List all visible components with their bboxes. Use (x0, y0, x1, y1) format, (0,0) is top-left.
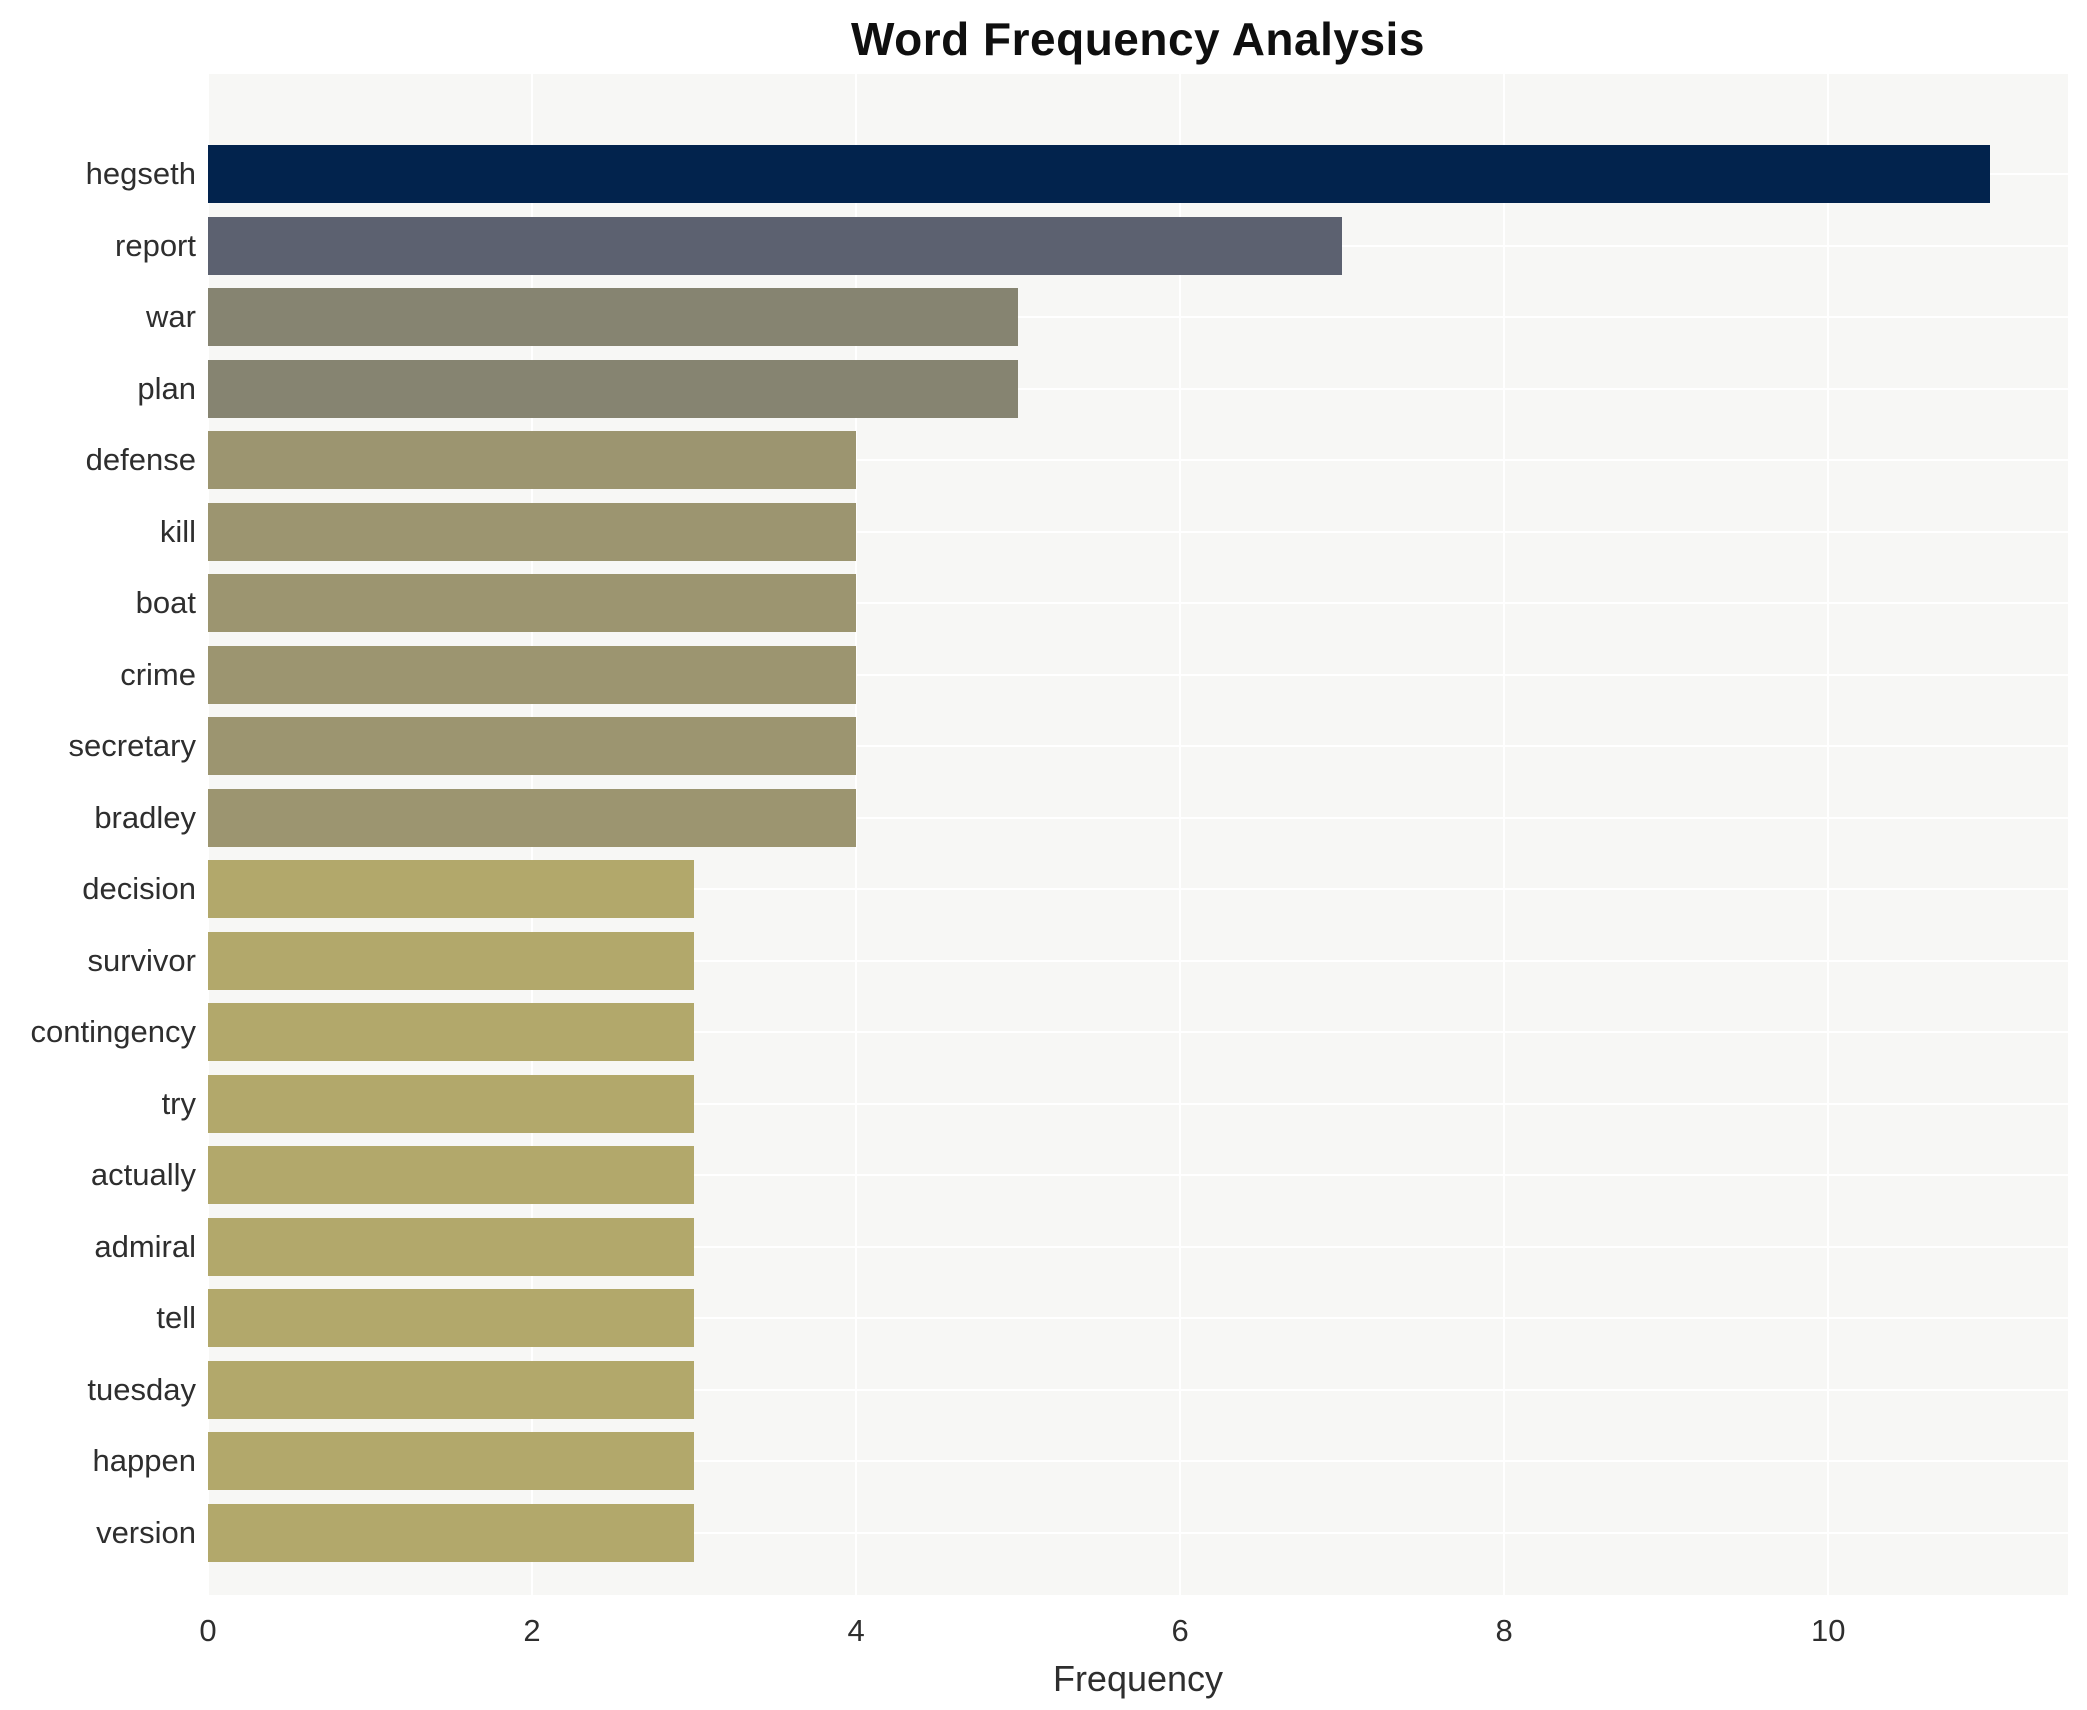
category-label-version: version (96, 1514, 196, 1550)
y-axis-labels: hegseth report war plan defense kill boat crime… (0, 74, 196, 1595)
frequency-bar-version (208, 1503, 695, 1562)
plot-area (207, 74, 2068, 1595)
category-label-decision: decision (82, 871, 196, 906)
horizontal-gridline (208, 1245, 2068, 1248)
category-label-report: report (115, 227, 196, 263)
frequency-bar-try (208, 1074, 695, 1133)
category-label-happen: happen (92, 1443, 196, 1478)
frequency-bar-survivor (208, 931, 695, 990)
frequency-bar-crime (208, 645, 857, 704)
x-axis-tick-labels: 0 2 4 6 8 10 (0, 1613, 2087, 1653)
vertical-gridline (1179, 74, 1182, 1595)
category-label-kill: kill (159, 513, 196, 549)
horizontal-gridline (208, 1388, 2068, 1391)
x-tick-label-6: 6 (1171, 1613, 1189, 1648)
frequency-bar-tell (208, 1289, 695, 1347)
category-label-bradley: bradley (94, 799, 196, 835)
category-label-survivor: survivor (87, 942, 196, 978)
frequency-bar-contingency (208, 1003, 695, 1061)
category-label-plan: plan (137, 370, 196, 406)
x-axis-title: Frequency (1052, 1658, 1224, 1699)
category-label-tuesday: tuesday (87, 1371, 196, 1407)
category-label-crime: crime (120, 656, 196, 692)
category-label-tell: tell (156, 1300, 196, 1335)
frequency-bar-secretary (208, 717, 857, 775)
vertical-gridline (855, 74, 858, 1595)
frequency-bar-decision (208, 860, 695, 918)
x-tick-label-0: 0 (199, 1613, 217, 1648)
horizontal-gridline (208, 673, 2068, 676)
vertical-gridline (1503, 74, 1506, 1595)
frequency-bar-boat (208, 574, 857, 632)
x-tick-label-2: 2 (523, 1613, 541, 1648)
category-label-boat: boat (135, 585, 196, 620)
frequency-bar-happen (208, 1432, 695, 1490)
horizontal-gridline (208, 959, 2068, 962)
horizontal-gridline (208, 745, 2068, 747)
horizontal-gridline (208, 530, 2068, 533)
category-label-try: try (161, 1085, 196, 1121)
chart-title: Word Frequency Analysis (851, 13, 1425, 65)
horizontal-gridline (208, 1031, 2068, 1033)
category-label-actually: actually (90, 1157, 196, 1192)
frequency-bar-report (208, 216, 1343, 275)
horizontal-gridline (208, 1174, 2068, 1176)
frequency-bar-plan (208, 359, 1019, 418)
frequency-bar-admiral (208, 1217, 695, 1276)
frequency-bar-actually (208, 1146, 695, 1204)
category-label-hegseth: hegseth (85, 156, 196, 191)
category-label-contingency: contingency (30, 1014, 196, 1049)
x-tick-label-10: 10 (1810, 1613, 1846, 1648)
frequency-bar-defense (208, 431, 857, 489)
category-label-defense: defense (85, 442, 196, 477)
horizontal-gridline (208, 387, 2068, 390)
frequency-bar-war (208, 288, 1019, 346)
horizontal-gridline (208, 1317, 2068, 1319)
horizontal-gridline (208, 459, 2068, 461)
frequency-bar-bradley (208, 788, 857, 847)
x-tick-label-8: 8 (1495, 1613, 1513, 1648)
horizontal-gridline (208, 316, 2068, 318)
vertical-gridline (1827, 74, 1830, 1595)
horizontal-gridline (208, 1531, 2068, 1534)
frequency-bar-tuesday (208, 1360, 695, 1419)
frequency-bar-kill (208, 502, 857, 561)
category-label-secretary: secretary (68, 728, 196, 763)
horizontal-gridline (208, 1102, 2068, 1105)
horizontal-gridline (208, 1460, 2068, 1462)
category-label-admiral: admiral (94, 1228, 196, 1264)
x-tick-label-4: 4 (847, 1613, 865, 1648)
horizontal-gridline (208, 816, 2068, 819)
category-label-war: war (146, 299, 196, 334)
frequency-bar-hegseth (208, 145, 1991, 203)
horizontal-gridline (208, 888, 2068, 890)
horizontal-gridline (208, 602, 2068, 604)
